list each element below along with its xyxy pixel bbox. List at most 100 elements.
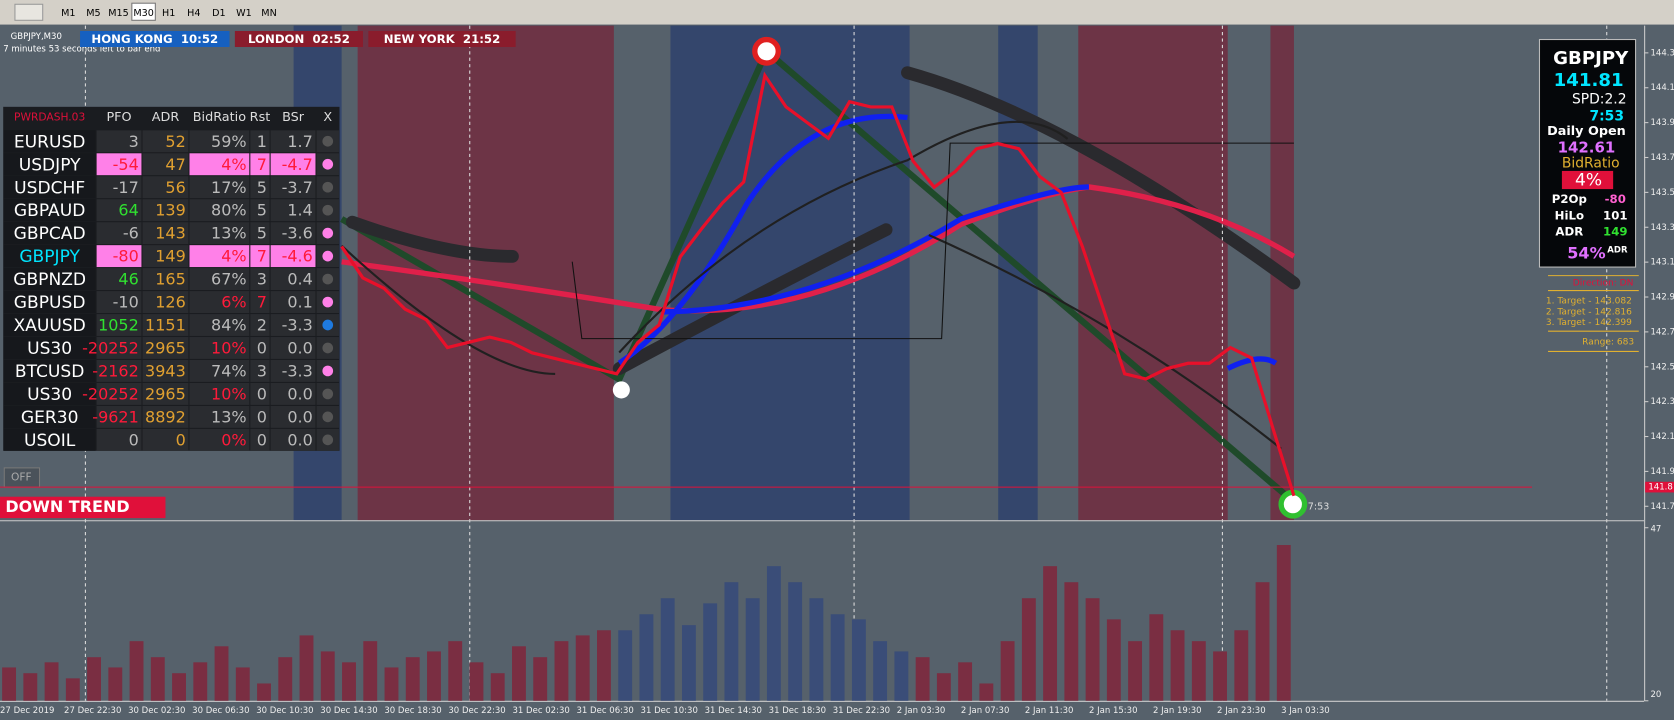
bidratio: 4% [1575,171,1602,191]
volume-bar [405,657,420,701]
volume-bar [278,657,293,701]
volume-bar [724,582,739,701]
status-dot[interactable] [322,181,334,193]
adr-pct: 54% [1567,244,1605,263]
targets-panel: Direction: DN 1. Target - 143.082 2. Tar… [1546,275,1639,352]
dashboard-value: 10% [211,339,247,358]
dashboard-cell [142,153,189,176]
dashboard-value: 0.1 [287,293,312,312]
dashboard-value: 84% [211,316,247,335]
session-box [234,30,363,48]
volume-bar [1213,651,1227,701]
timeframe-button[interactable] [232,3,256,21]
timeframe-button[interactable] [182,3,206,21]
volume-bar [1043,566,1058,701]
timeframe-button[interactable] [56,3,81,21]
status-dot[interactable] [322,250,334,262]
dashboard-cell [270,428,316,451]
dashboard-cell [96,360,142,382]
status-dot[interactable] [322,319,334,331]
dashboard-value: 3943 [145,362,186,381]
dashboard-cell [142,222,189,245]
ma-blue [617,113,1278,371]
y-tick-label: 144.3 [1651,48,1674,58]
dashboard-cell [250,130,270,153]
dashboard-cell [270,130,316,153]
dashboard-cell [250,382,270,405]
x-tick-label: 31 Dec 02:30 [512,706,569,716]
dashboard-value: -10 [113,293,139,312]
dashboard-value: 0 [257,430,267,449]
dashboard-value: -6 [123,224,139,243]
status-dot[interactable] [322,434,334,446]
ma-red [341,184,1296,314]
volume-bar [1191,641,1206,701]
status-dot[interactable] [322,135,334,147]
dashboard-cell [270,222,316,245]
timeframe-button[interactable] [131,2,156,21]
dashboard-cell [189,337,250,359]
status-dot[interactable] [322,365,334,377]
x-tick-label: 27 Dec 2019 [0,706,54,716]
direction: Direction: DN [1573,279,1634,289]
session-box [368,30,516,48]
panel-bid: 141.81 [1554,70,1624,91]
status-dot[interactable] [322,411,334,423]
dashboard-cell [270,268,316,291]
timeframe-button[interactable] [106,3,131,21]
volume-bar [745,598,760,701]
dashboard-value: 0 [129,430,139,449]
status-dot[interactable] [322,158,334,170]
status-dot[interactable] [322,342,334,354]
timeframe-button[interactable] [81,3,106,21]
status-dot[interactable] [322,204,334,216]
x-tick-label: 2 Jan 07:30 [961,706,1010,716]
volume-bar [639,614,654,701]
dashboard-value: 1052 [98,316,139,335]
dashboard-value: GBPJPY [19,247,80,267]
volume-bar [830,614,845,701]
timeframe-button[interactable] [207,3,231,21]
london-band [357,25,614,521]
x-tick-label: 31 Dec 22:30 [833,706,890,716]
dashboard-cell [142,382,189,405]
volume-bar [597,630,611,701]
y-tick-label: 143.1 [1651,258,1674,268]
status-dot[interactable] [322,227,334,239]
dashboard-header: PWRDASH.03 [14,111,85,124]
p2op-label: P2Op [1552,192,1587,206]
dashboard-cell [250,153,270,176]
dashboard-cell [189,428,250,451]
dashboard-cell [96,130,142,153]
dashboard-value: GBPNZD [13,270,86,290]
y-tick-label: 142.1 [1651,432,1674,442]
dashboard-value: 2 [257,316,267,335]
dashboard-value: 0 [257,407,267,426]
timeframe-button[interactable] [156,3,181,21]
volume-bar [1064,582,1079,701]
x-tick-label: 30 Dec 18:30 [384,706,441,716]
volume-bar [363,641,378,701]
y-tick-label: 142.3 [1651,397,1674,407]
dashboard-value: 1.7 [287,132,312,151]
draw-tool-button[interactable] [14,3,44,21]
dashboard-value: GBPCAD [14,224,86,244]
dashboard-value: 2965 [145,384,186,403]
dashboard-cell [96,314,142,336]
symbol-label: GBPJPY,M30 [11,32,62,42]
dashboard-cell [142,130,189,153]
dashboard-header: X [323,110,332,125]
timeframe-button[interactable] [257,3,281,21]
session-box [80,30,230,48]
dashboard-value: 1.4 [287,201,312,220]
dashboard-value: 1151 [145,316,186,335]
dashboard-value: 3 [257,270,267,289]
dashboard-cell [142,337,189,359]
p2op: -80 [1605,192,1626,206]
trend-label: DOWN TREND [5,497,129,516]
status-dot[interactable] [322,388,334,400]
ma-thin [340,120,1282,450]
status-dot[interactable] [322,296,334,308]
status-dot[interactable] [322,273,334,285]
volume-bar [172,673,186,701]
